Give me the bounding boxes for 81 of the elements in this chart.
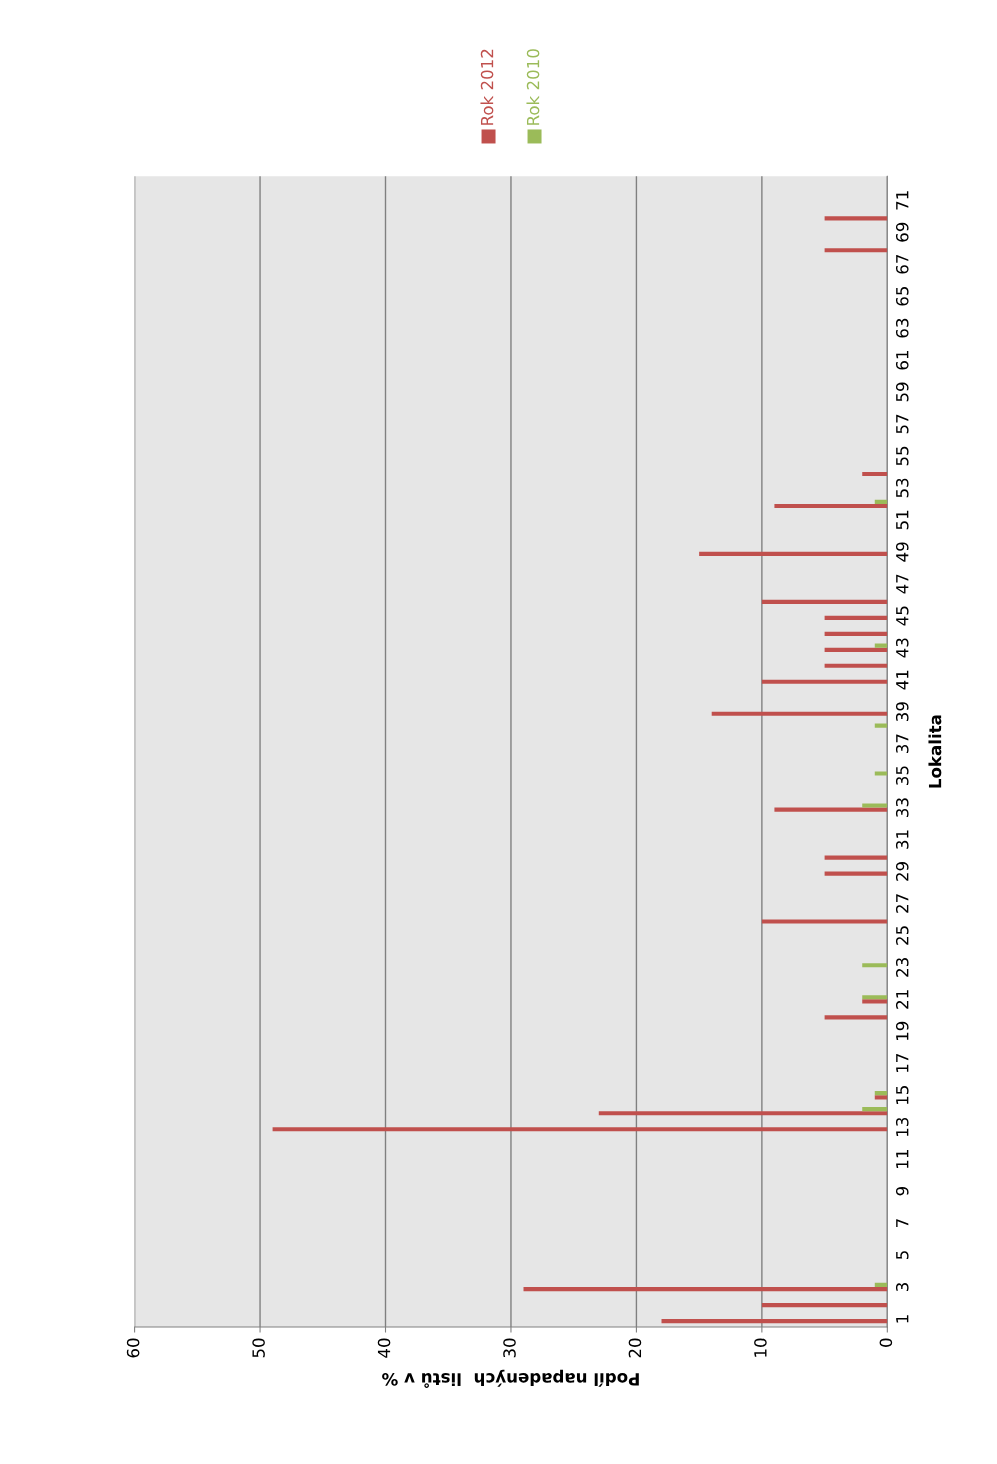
x-tick-label: 10 <box>754 1338 767 1357</box>
y-tick-label: 21 <box>895 990 909 1009</box>
bar <box>761 679 888 684</box>
x-axis-title: Podíl napadených listů v % <box>382 1369 639 1388</box>
y-tick-label: 9 <box>895 1186 909 1196</box>
bar <box>824 871 888 876</box>
y-tick-label: 17 <box>896 1054 909 1073</box>
bar <box>523 1287 888 1292</box>
y-tick-label: 47 <box>896 574 909 594</box>
y-tick-label: 51 <box>896 510 909 530</box>
bar <box>774 807 888 812</box>
text: Rok 2010 <box>526 49 540 125</box>
y-tick-label: 3 <box>895 1283 909 1292</box>
bar <box>598 1111 888 1116</box>
bar <box>774 503 888 509</box>
y-tick-label: 65 <box>895 286 909 306</box>
y-tick-label: 63 <box>895 318 909 338</box>
y-tick-label: 39 <box>895 702 909 721</box>
bar <box>711 711 888 716</box>
y-tick-label: 55 <box>896 446 909 466</box>
bar <box>699 551 888 556</box>
bar <box>824 663 888 668</box>
x-tick-label: 60 <box>126 1338 140 1358</box>
y-tick-label: 31 <box>895 830 909 849</box>
bar <box>862 995 888 1000</box>
bar <box>874 1095 888 1100</box>
bar <box>824 248 888 253</box>
y-tick-label: 33 <box>895 798 909 817</box>
bar <box>862 963 888 968</box>
bar <box>862 471 888 477</box>
bar <box>862 803 888 808</box>
y-tick-label: 41 <box>896 670 909 690</box>
bar <box>661 1318 888 1324</box>
bar <box>824 1015 888 1020</box>
bar <box>874 1091 888 1096</box>
bar <box>824 631 888 636</box>
bar <box>874 643 888 648</box>
y-tick-label: 19 <box>895 1021 909 1041</box>
y-tick-label: 71 <box>896 191 909 210</box>
y-tick-label: 59 <box>895 382 909 402</box>
y-tick-label: 61 <box>895 350 909 370</box>
y-tick-label: 1 <box>896 1315 909 1323</box>
y-tick-label: 37 <box>895 734 909 753</box>
y-tick-label: 43 <box>895 638 909 658</box>
bar <box>761 919 888 924</box>
y-tick-label: 67 <box>895 254 909 274</box>
bar <box>272 1127 888 1132</box>
bar <box>761 599 888 604</box>
bar <box>761 1303 888 1308</box>
y-tick-label: 7 <box>896 1219 909 1228</box>
y-tick-label: 5 <box>896 1251 909 1260</box>
y-tick-label: 69 <box>895 222 909 242</box>
y-tick-label: 49 <box>895 542 909 562</box>
y-tick-label: 57 <box>896 414 909 434</box>
bar <box>862 1107 888 1112</box>
y-tick-label: 45 <box>896 606 909 626</box>
bar <box>874 1282 888 1288</box>
x-tick-label: 20 <box>628 1338 642 1358</box>
bar <box>824 615 888 620</box>
y-tick-label: 53 <box>895 478 909 498</box>
bar <box>824 855 888 860</box>
x-tick-label: 30 <box>503 1338 516 1358</box>
y-tick-label: 29 <box>895 862 909 881</box>
bar <box>862 999 888 1004</box>
y-tick-label: 35 <box>895 766 909 785</box>
x-tick-label: 40 <box>377 1338 391 1358</box>
bar <box>874 771 888 776</box>
bar <box>824 647 888 652</box>
bar <box>824 216 888 221</box>
x-tick-label: 0 <box>879 1338 893 1347</box>
x-tick-label: 50 <box>252 1338 265 1358</box>
bar <box>874 499 888 504</box>
bar <box>874 723 888 728</box>
text: Rok 2012 <box>480 49 494 125</box>
y-tick-label: 13 <box>895 1117 909 1136</box>
y-tick-label: 11 <box>896 1150 909 1168</box>
y-tick-label: 27 <box>895 894 909 913</box>
y-tick-label: 23 <box>895 958 909 977</box>
y-tick-label: 15 <box>896 1086 909 1104</box>
y-tick-label: 25 <box>895 926 909 945</box>
y-axis-title: Lokalita <box>928 715 942 788</box>
